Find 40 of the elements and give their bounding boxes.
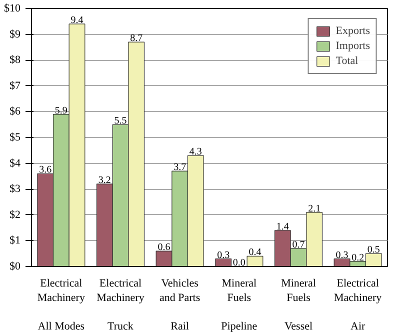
data-label: 3.6 xyxy=(39,164,52,176)
bar xyxy=(246,256,264,266)
category-label: Mineral Fuels Vessel xyxy=(281,278,316,333)
y-tick-label: $0 xyxy=(10,260,21,272)
y-tick-label: $8 xyxy=(10,54,21,66)
data-label: 5.9 xyxy=(54,105,68,116)
y-tick-label: $6 xyxy=(10,106,21,118)
y-tick-label: $1 xyxy=(10,234,20,247)
y-tick-label: $2 xyxy=(10,208,20,221)
data-label: 0.0 xyxy=(232,258,246,268)
data-label: 0.4 xyxy=(248,247,262,258)
legend-label: Imports xyxy=(336,40,370,52)
data-label: 3.7 xyxy=(174,162,186,174)
data-label: 0.3 xyxy=(336,250,348,261)
category-label: Electrical Machinery Truck xyxy=(96,278,144,333)
legend-label: Exports xyxy=(336,25,370,37)
category-label: Electrical Machinery Air xyxy=(334,278,382,333)
data-label: 0.2 xyxy=(352,252,364,264)
y-tick-label: $10 xyxy=(4,2,21,14)
category-label: Vehicles and Parts Rail xyxy=(160,278,200,333)
data-label: 9.4 xyxy=(70,14,84,26)
data-label: 2.1 xyxy=(308,203,321,214)
legend-label: Total xyxy=(336,55,358,67)
data-label: 8.7 xyxy=(130,33,143,44)
data-label: 0.7 xyxy=(292,239,305,250)
data-label: 0.5 xyxy=(367,244,380,256)
category-label: Mineral Fuels Pipeline xyxy=(221,278,258,333)
data-label: 4.3 xyxy=(189,146,202,158)
data-label: 5.5 xyxy=(114,116,127,127)
y-tick-label: $7 xyxy=(10,80,21,92)
y-tick-label: $4 xyxy=(10,157,21,170)
bar xyxy=(215,258,232,266)
data-label: 0.3 xyxy=(217,250,230,261)
data-label: 0.6 xyxy=(158,242,170,254)
category-label: Electrical Machinery All Modes xyxy=(37,278,85,333)
y-tick-label: $5 xyxy=(10,132,21,144)
data-label: 1.4 xyxy=(276,221,289,232)
data-label: 3.2 xyxy=(98,174,111,186)
y-tick-label: $3 xyxy=(10,183,21,196)
y-tick-label: $9 xyxy=(10,28,21,40)
